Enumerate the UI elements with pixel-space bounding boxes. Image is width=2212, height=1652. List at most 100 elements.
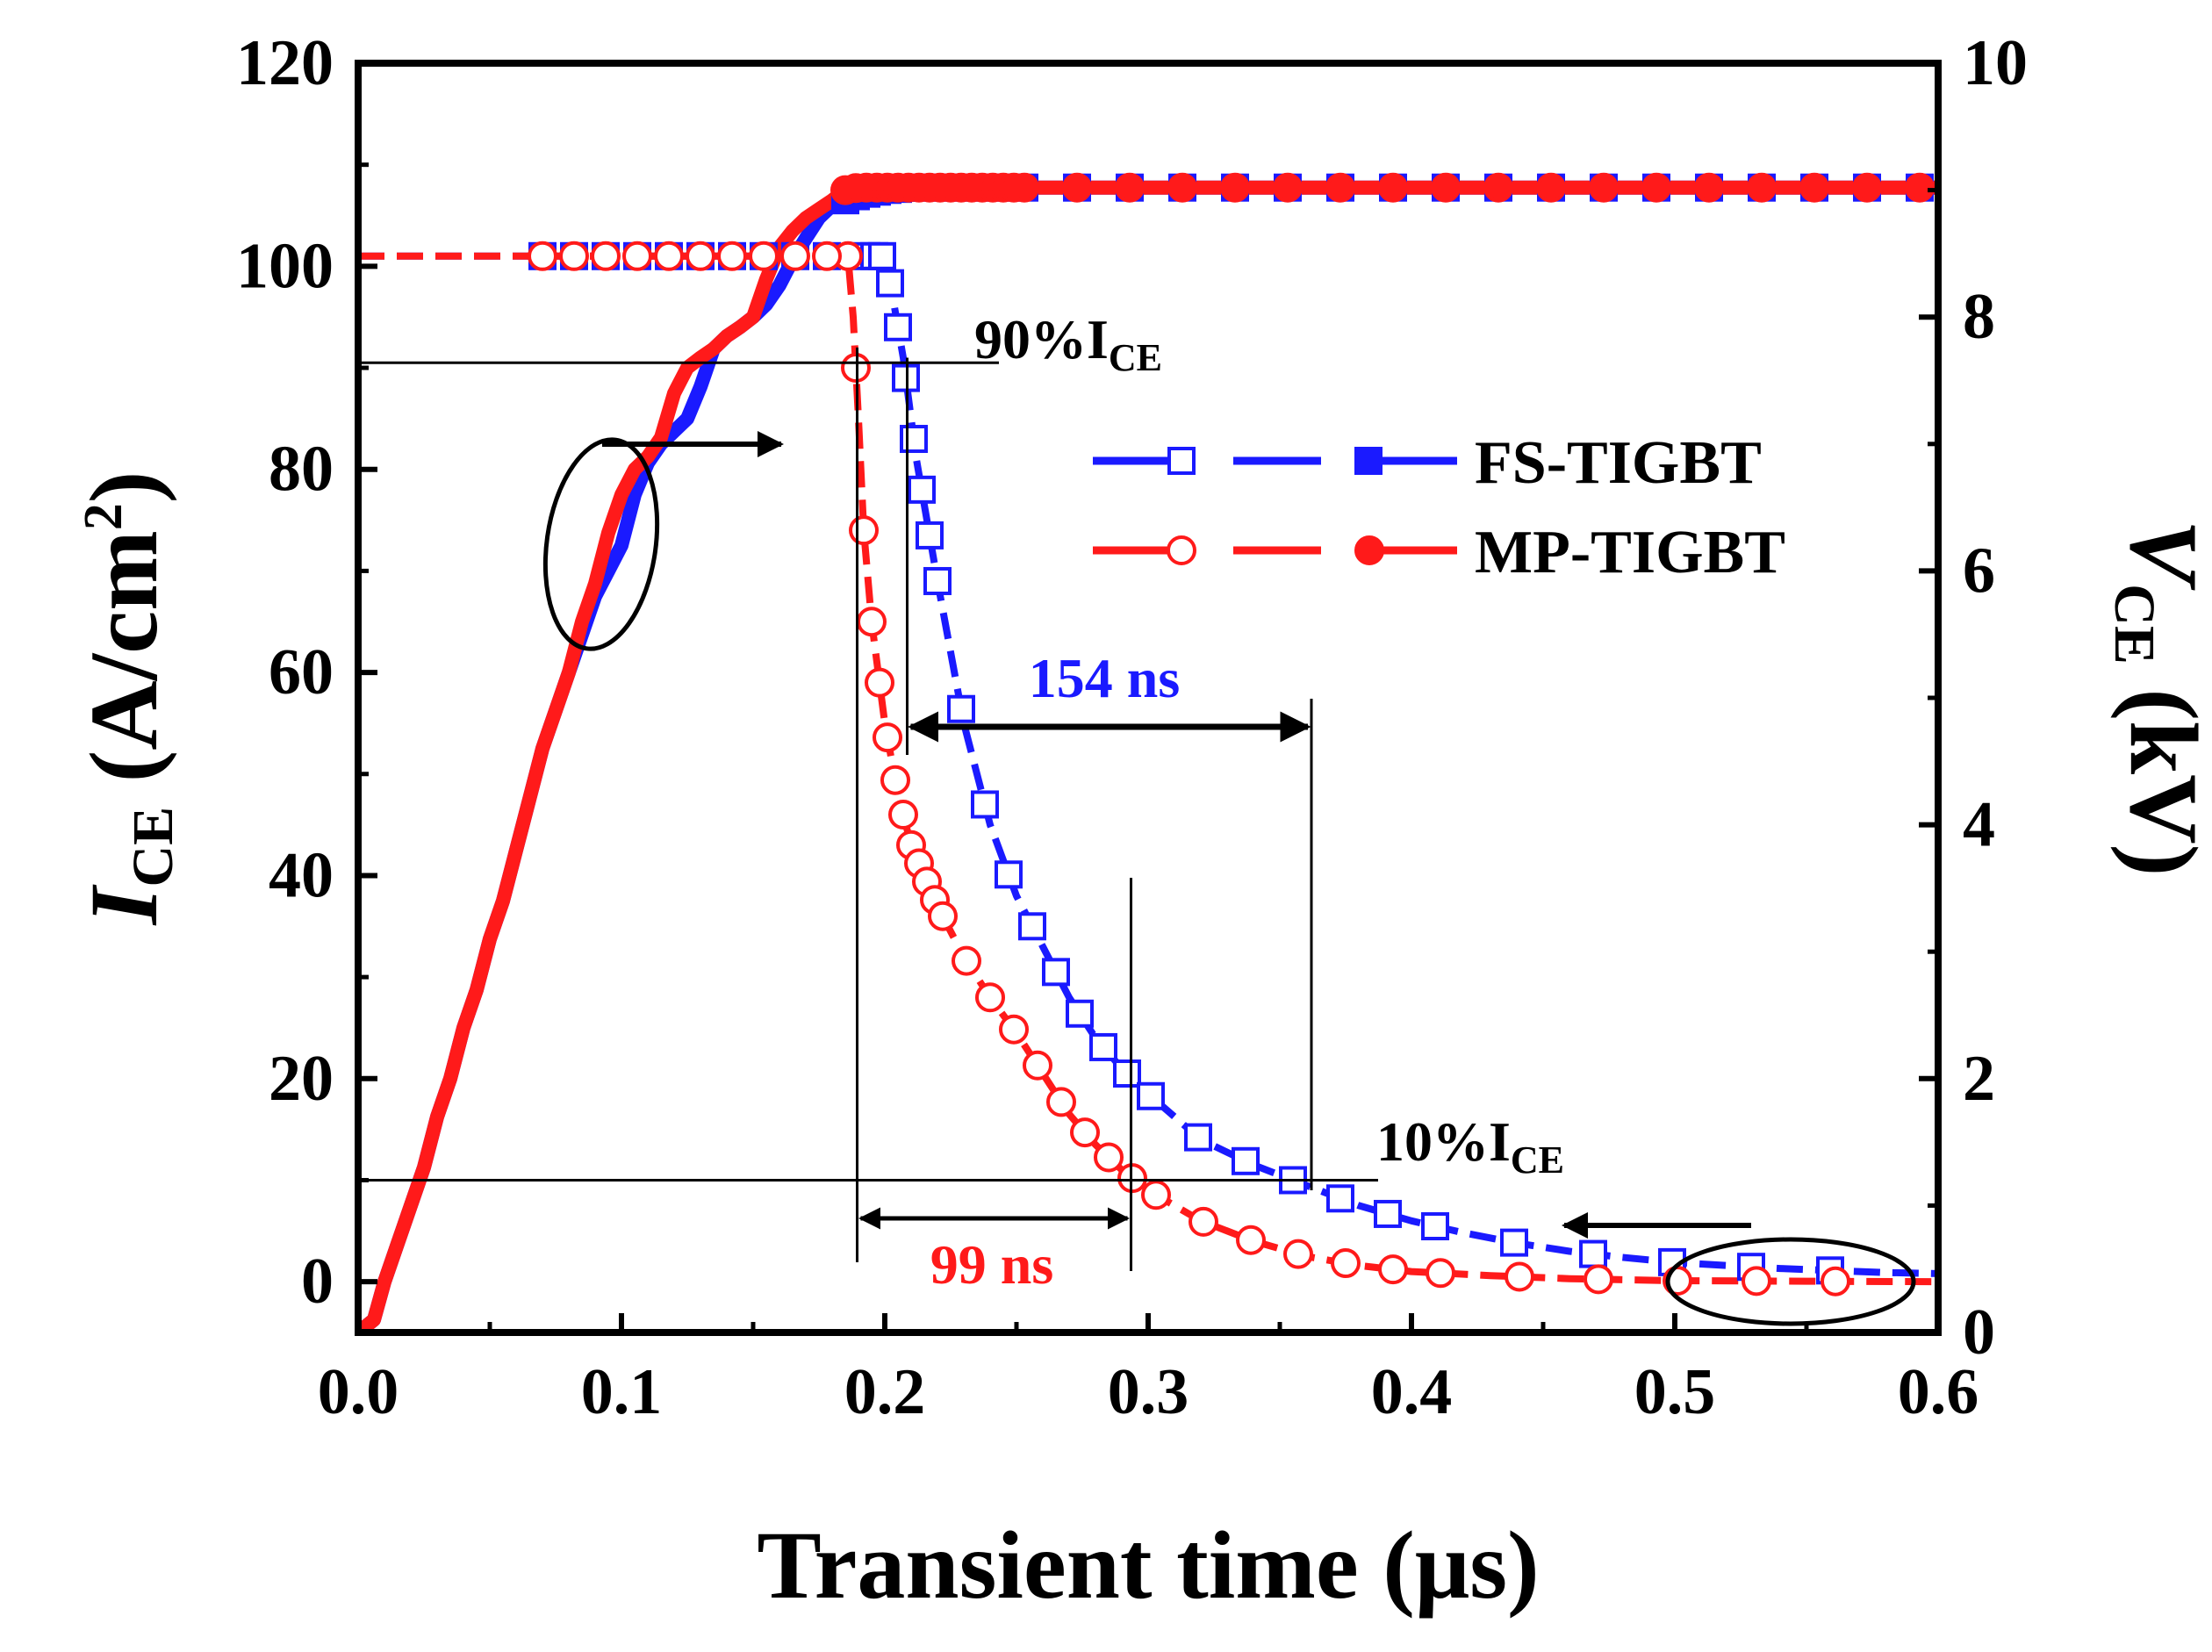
marker-0-25 (1500, 1228, 1528, 1257)
legend-fs-filled-square (1354, 447, 1382, 475)
marker-3-23 (1325, 172, 1355, 203)
marker-1-28 (1505, 1261, 1534, 1292)
marker-0-16 (1089, 1032, 1117, 1061)
x-tick-label-6: 0.6 (1898, 1356, 1979, 1428)
legend-fs-open-square (1167, 447, 1196, 475)
x-tick-label-3: 0.3 (1108, 1356, 1189, 1428)
legend-mp-open-circle (1167, 535, 1196, 565)
y-right-tick-label-0: 0 (1963, 1296, 1995, 1368)
marker-1-15 (999, 1014, 1029, 1045)
marker-0-14 (1042, 958, 1070, 987)
marker-1-12 (928, 901, 958, 931)
marker-1-34 (559, 241, 589, 271)
marker-3-34 (1905, 172, 1935, 203)
marker-1-16 (1023, 1050, 1052, 1081)
anno-10-label: 10%ICE (1376, 1110, 1564, 1182)
marker-1-24 (1283, 1239, 1313, 1269)
annotation-layer: 90%ICE 10%ICE 154 ns 99 ns (358, 308, 1916, 1326)
marker-3-27 (1536, 172, 1566, 203)
marker-0-11 (971, 790, 999, 819)
marker-1-31 (1742, 1266, 1771, 1296)
marker-1-19 (1094, 1142, 1124, 1173)
y-right-tick-label-3: 6 (1963, 535, 1995, 607)
marker-1-36 (622, 241, 652, 271)
y-left-axis-title: ICE (A/cm2) (70, 471, 185, 927)
x-tick-label-5: 0.5 (1634, 1356, 1716, 1428)
marker-3-26 (1483, 172, 1513, 203)
legend-fs-label: FS-TIGBT (1475, 429, 1762, 497)
y-left-tick-label-1: 20 (269, 1043, 334, 1115)
y-right-tick-label-2: 4 (1963, 789, 1995, 861)
marker-0-26 (1579, 1239, 1607, 1268)
marker-1-17 (1046, 1087, 1076, 1117)
marker-3-32 (1799, 172, 1829, 203)
marker-3-17 (1009, 172, 1039, 203)
marker-0-13 (1018, 912, 1046, 941)
marker-3-22 (1273, 172, 1303, 203)
marker-layer (528, 172, 1935, 1296)
marker-0-9 (923, 566, 952, 595)
marker-1-22 (1189, 1206, 1218, 1237)
x-tick-label-0: 0.0 (318, 1356, 399, 1428)
y-left-tick-label-3: 60 (269, 636, 334, 708)
marker-1-40 (749, 241, 779, 271)
y-left-tick-label-2: 40 (269, 839, 334, 911)
marker-1-37 (654, 241, 684, 271)
marker-1-18 (1070, 1117, 1100, 1148)
marker-3-29 (1641, 172, 1671, 203)
marker-3-18 (1062, 172, 1092, 203)
marker-3-21 (1220, 172, 1250, 203)
marker-0-18 (1137, 1081, 1165, 1110)
legend: FS-TIGBT MP-TIGBT (1093, 429, 1785, 586)
marker-1-26 (1378, 1254, 1408, 1285)
marker-0-15 (1066, 999, 1094, 1028)
marker-3-33 (1852, 172, 1882, 203)
marker-3-28 (1589, 172, 1619, 203)
y-right-axis-title: VCE (kV) (2102, 520, 2212, 876)
marker-1-7 (888, 800, 918, 830)
marker-0-8 (916, 521, 944, 549)
y-left-tick-label-5: 100 (236, 230, 334, 302)
x-tick-label-4: 0.4 (1371, 1356, 1453, 1428)
marker-0-24 (1421, 1211, 1449, 1240)
marker-0-20 (1232, 1146, 1260, 1175)
marker-0-6 (900, 425, 928, 454)
marker-1-41 (780, 241, 810, 271)
marker-3-24 (1378, 172, 1408, 203)
marker-0-7 (908, 475, 936, 504)
marker-1-38 (686, 241, 715, 271)
marker-1-3 (857, 607, 887, 637)
legend-mp-label: MP-TIGBT (1475, 519, 1785, 586)
fs-duration-label: 154 ns (1029, 647, 1181, 709)
marker-1-27 (1426, 1258, 1455, 1289)
marker-0-4 (884, 312, 912, 341)
y-right-tick-label-5: 10 (1963, 27, 2028, 99)
ticks-layer: 0.0 0.1 0.2 0.3 0.4 0.5 0.60204060801001200246… (236, 27, 2028, 1428)
marker-1-25 (1331, 1248, 1361, 1279)
marker-1-35 (591, 241, 621, 271)
marker-1-42 (812, 241, 842, 271)
marker-1-6 (880, 765, 910, 795)
marker-3-19 (1115, 172, 1145, 203)
mp-duration-label: 99 ns (930, 1233, 1054, 1296)
x-axis-title: Transient time (μs) (757, 1512, 1539, 1619)
current-group-ellipse (1665, 1237, 1916, 1326)
y-left-tick-label-0: 0 (301, 1246, 334, 1318)
y-left-tick-label-4: 80 (269, 434, 334, 506)
series-line-3-mp-v_ce (358, 180, 1938, 1332)
marker-1-39 (717, 241, 747, 271)
x-tick-label-2: 0.2 (844, 1356, 926, 1428)
marker-3-31 (1747, 172, 1777, 203)
marker-1-21 (1141, 1180, 1171, 1210)
marker-1-32 (1821, 1266, 1850, 1296)
marker-1-2 (849, 515, 879, 546)
marker-3-20 (1167, 172, 1197, 203)
y-right-tick-label-4: 8 (1963, 281, 1995, 353)
marker-0-19 (1184, 1123, 1212, 1152)
legend-mp-filled-circle (1354, 535, 1384, 565)
marker-0-3 (876, 269, 904, 298)
marker-3-30 (1694, 172, 1724, 203)
marker-1-14 (975, 982, 1005, 1013)
marker-0-17 (1113, 1059, 1141, 1088)
